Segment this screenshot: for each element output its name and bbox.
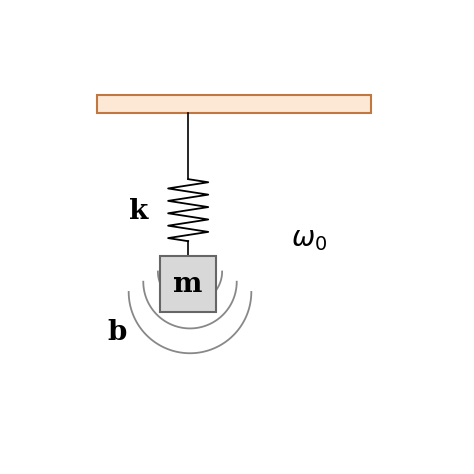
Bar [97, 95, 371, 113]
Text: k: k [129, 199, 148, 226]
Text: b: b [107, 319, 127, 346]
Bar [160, 256, 217, 312]
Text: m: m [173, 271, 203, 298]
Text: $\omega_0$: $\omega_0$ [291, 225, 327, 254]
